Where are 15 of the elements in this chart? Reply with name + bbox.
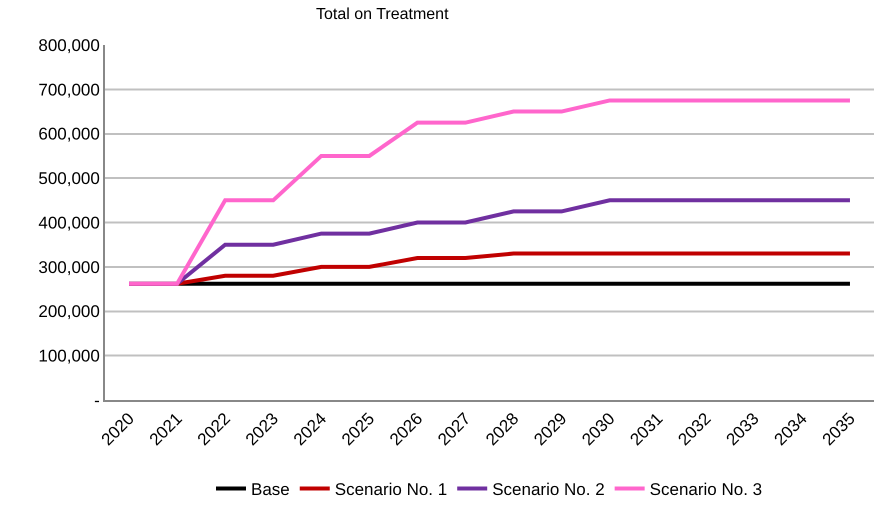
y-tick-label: 600,000 — [38, 124, 100, 144]
line-series — [127, 98, 852, 286]
y-tick-label: 800,000 — [38, 36, 100, 55]
chart-title: Total on Treatment — [316, 6, 450, 23]
legend-label: Base — [251, 480, 290, 500]
legend-label: Scenario No. 1 — [334, 480, 448, 500]
y-tick-label: 700,000 — [38, 80, 100, 100]
legend-label: Scenario No. 2 — [492, 480, 605, 500]
y-tick-label: 300,000 — [38, 258, 100, 277]
y-tick-label: 200,000 — [38, 302, 100, 322]
y-tick-label: 100,000 — [38, 346, 100, 366]
y-tick-label: - — [94, 390, 100, 410]
y-tick-label: 400,000 — [38, 213, 100, 232]
y-tick-label: 500,000 — [38, 169, 100, 188]
legend-label: Scenario No. 3 — [650, 480, 762, 500]
